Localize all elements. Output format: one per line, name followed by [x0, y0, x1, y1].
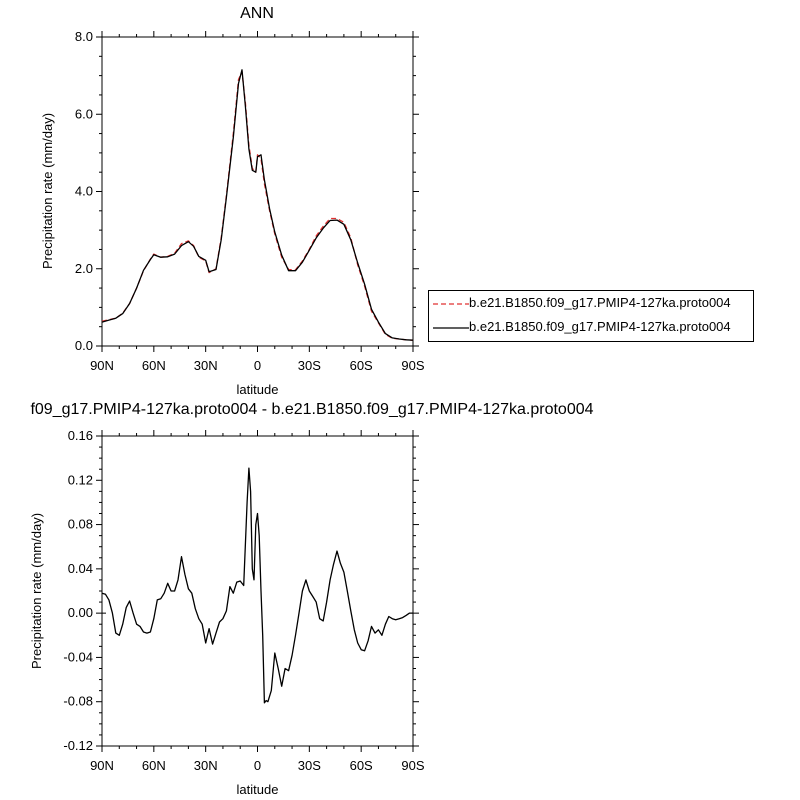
y-tick-label: 8.0 — [75, 29, 93, 44]
x-tick-label: 90S — [401, 758, 424, 773]
y-tick-label: 0.00 — [68, 605, 93, 620]
x-tick-label: 60N — [142, 758, 166, 773]
y-tick-label: 2.0 — [75, 261, 93, 276]
y-tick-label: 0.16 — [68, 428, 93, 443]
x-tick-label: 60S — [350, 758, 373, 773]
x-tick-label: 60N — [142, 358, 166, 373]
x-tick-label: 60S — [350, 358, 373, 373]
x-tick-label: 30N — [194, 358, 218, 373]
y-tick-label: -0.08 — [63, 694, 93, 709]
y-tick-label: 0.04 — [68, 561, 93, 576]
series-line-1 — [101, 71, 414, 341]
y-tick-label: 6.0 — [75, 106, 93, 121]
legend-swatch-dashed-red — [433, 303, 469, 305]
y-axis-label: Precipitation rate (mm/day) — [29, 513, 44, 669]
x-tick-label: 30S — [298, 358, 321, 373]
legend-item-2: b.e21.B1850.f09_g17.PMIP4-127ka.proto004 — [429, 316, 753, 340]
legend-label-1: b.e21.B1850.f09_g17.PMIP4-127ka.proto004 — [469, 295, 731, 310]
x-tick-label: 90N — [90, 758, 114, 773]
series-line-1 — [101, 467, 413, 704]
y-axis-label: Precipitation rate (mm/day) — [40, 113, 55, 269]
top-panel: 90N 60N 30N 0 30S 60S 90S 0.0 2.0 4.0 6.0 8.0 ANN lat… — [40, 5, 425, 397]
legend-item-1: b.e21.B1850.f09_g17.PMIP4-127ka.proto004 — [429, 292, 753, 316]
y-tick-label: -0.12 — [63, 738, 93, 753]
x-tick-label: 0 — [254, 758, 261, 773]
legend-label-2: b.e21.B1850.f09_g17.PMIP4-127ka.proto004 — [469, 319, 731, 334]
chart-title: ANN — [240, 5, 274, 22]
y-tick-label: 0.12 — [68, 472, 93, 487]
x-axis-label: latitude — [237, 382, 279, 397]
x-tick-label: 30S — [298, 758, 321, 773]
plot-frame — [101, 435, 414, 747]
x-tick-label: 90N — [90, 358, 114, 373]
x-tick-label: 30N — [194, 758, 218, 773]
legend: b.e21.B1850.f09_g17.PMIP4-127ka.proto004… — [428, 290, 754, 342]
x-axis-label: latitude — [237, 782, 279, 797]
x-tick-label: 90S — [401, 358, 424, 373]
y-tick-label: 4.0 — [75, 184, 93, 199]
legend-swatch-solid-black — [433, 327, 469, 329]
x-tick-label: 0 — [254, 358, 261, 373]
series-line-2 — [101, 69, 414, 341]
y-tick-label: -0.04 — [63, 649, 93, 664]
chart-title: f09_g17.PMIP4-127ka.proto004 - b.e21.B18… — [30, 401, 593, 418]
plot-frame — [101, 36, 414, 347]
y-tick-label: 0.0 — [75, 338, 93, 353]
bottom-panel: 90N 60N 30N 0 30S 60S 90S -0.12 -0.08 -0.04 0.00 0.… — [29, 401, 594, 797]
y-tick-label: 0.08 — [68, 517, 93, 532]
